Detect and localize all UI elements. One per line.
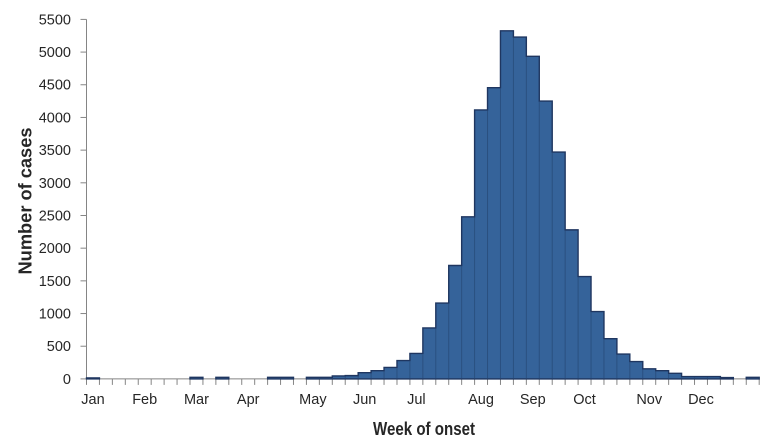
svg-text:2000: 2000 [39,241,71,257]
svg-text:Jun: Jun [353,392,376,408]
svg-text:3000: 3000 [39,176,71,192]
svg-text:Sep: Sep [520,392,546,408]
svg-text:2500: 2500 [39,208,71,224]
svg-text:1500: 1500 [39,274,71,290]
svg-text:Week of onset: Week of onset [373,419,475,439]
svg-text:3500: 3500 [39,143,71,159]
svg-text:Dec: Dec [688,392,714,408]
svg-text:May: May [299,392,327,408]
svg-text:Number of cases: Number of cases [16,128,36,275]
svg-text:5000: 5000 [39,45,71,61]
svg-text:4000: 4000 [39,110,71,126]
svg-text:Jul: Jul [407,392,426,408]
svg-text:0: 0 [63,372,71,388]
svg-text:1000: 1000 [39,307,71,323]
svg-text:Nov: Nov [636,392,663,408]
svg-text:Feb: Feb [132,392,157,408]
svg-text:Aug: Aug [468,392,494,408]
svg-text:Mar: Mar [184,392,209,408]
svg-text:Oct: Oct [573,392,596,408]
svg-text:4500: 4500 [39,78,71,94]
svg-text:Jan: Jan [81,392,104,408]
svg-text:500: 500 [47,339,71,355]
svg-text:5500: 5500 [39,12,71,28]
svg-text:Apr: Apr [237,392,260,408]
